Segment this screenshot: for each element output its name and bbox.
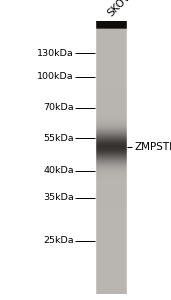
Text: 40kDa: 40kDa [43, 166, 74, 175]
Text: 25kDa: 25kDa [43, 236, 74, 245]
Text: 35kDa: 35kDa [43, 194, 74, 202]
Text: SKOV3: SKOV3 [105, 0, 137, 18]
Text: 55kDa: 55kDa [43, 134, 74, 143]
Bar [127, 21, 169, 294]
Text: 130kDa: 130kDa [37, 49, 74, 58]
Text: 100kDa: 100kDa [37, 73, 74, 82]
Bar [2, 21, 95, 294]
Text: ZMPSTE24: ZMPSTE24 [134, 142, 171, 152]
Text: 70kDa: 70kDa [43, 103, 74, 112]
